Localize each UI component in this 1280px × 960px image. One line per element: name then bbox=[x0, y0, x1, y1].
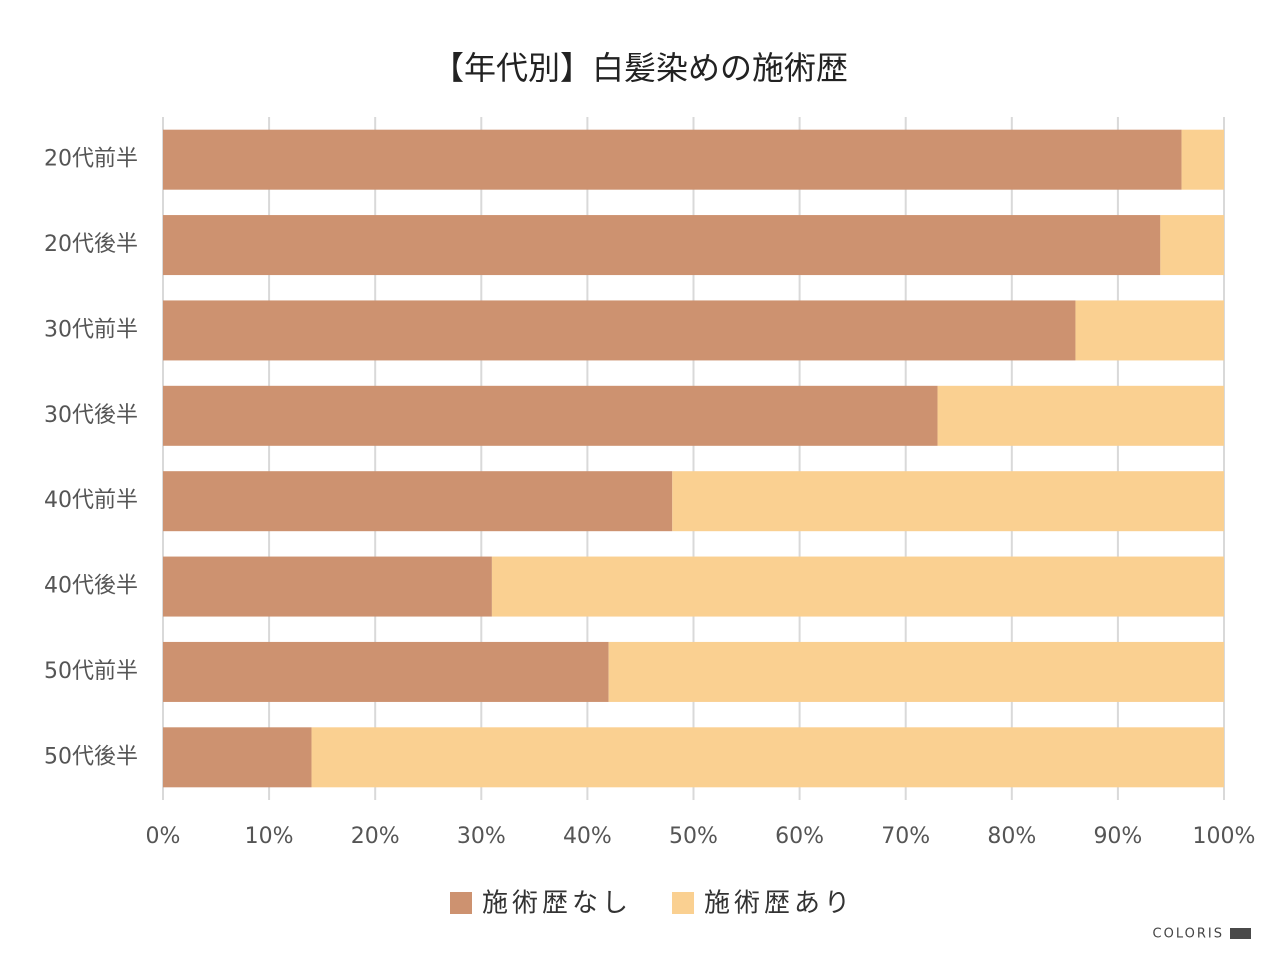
bar-segment bbox=[163, 641, 609, 702]
x-tick-label: 0% bbox=[146, 824, 181, 849]
x-tick-label: 50% bbox=[669, 824, 718, 849]
y-tick-label: 50代前半 bbox=[44, 659, 138, 684]
bar-segment bbox=[1160, 215, 1224, 276]
legend-swatch bbox=[450, 892, 472, 914]
x-tick-label: 60% bbox=[775, 824, 824, 849]
y-tick-label: 20代前半 bbox=[44, 147, 138, 172]
chart-title: 【年代別】白髪染めの施術歴 bbox=[432, 49, 848, 87]
x-tick-label: 20% bbox=[351, 824, 400, 849]
legend-label: 施術歴なし bbox=[482, 889, 632, 919]
y-tick-label: 20代後半 bbox=[44, 232, 138, 257]
y-tick-label: 30代前半 bbox=[44, 317, 138, 342]
legend-label: 施術歴あり bbox=[704, 889, 854, 919]
y-tick-label: 50代後半 bbox=[44, 744, 138, 769]
brand-mark bbox=[1230, 928, 1251, 939]
x-tick-label: 100% bbox=[1193, 824, 1256, 849]
y-tick-label: 30代後半 bbox=[44, 403, 138, 428]
bar-segment bbox=[608, 641, 1224, 702]
bar-segment bbox=[163, 300, 1076, 361]
x-tick-label: 80% bbox=[987, 824, 1036, 849]
bar-segment bbox=[1075, 300, 1224, 361]
y-tick-label: 40代前半 bbox=[44, 488, 138, 513]
y-tick-label: 40代後半 bbox=[44, 574, 138, 599]
x-tick-label: 10% bbox=[245, 824, 294, 849]
brand: COLORIS bbox=[1153, 927, 1224, 942]
bar-segment bbox=[163, 129, 1182, 190]
x-tick-label: 40% bbox=[563, 824, 612, 849]
legend-swatch bbox=[672, 892, 695, 914]
x-tick-label: 70% bbox=[881, 824, 930, 849]
bar-segment bbox=[163, 215, 1161, 276]
bar-segment bbox=[163, 556, 492, 617]
bar-segment bbox=[163, 385, 938, 446]
x-tick-label: 30% bbox=[457, 824, 506, 849]
bar-segment bbox=[311, 727, 1224, 788]
bar-segment bbox=[163, 727, 312, 788]
bar-segment bbox=[163, 471, 673, 532]
bar-segment bbox=[491, 556, 1224, 617]
x-tick-label: 90% bbox=[1093, 824, 1142, 849]
bar-segment bbox=[1181, 129, 1224, 190]
bar-segment bbox=[672, 471, 1224, 532]
bar-segment bbox=[937, 385, 1224, 446]
